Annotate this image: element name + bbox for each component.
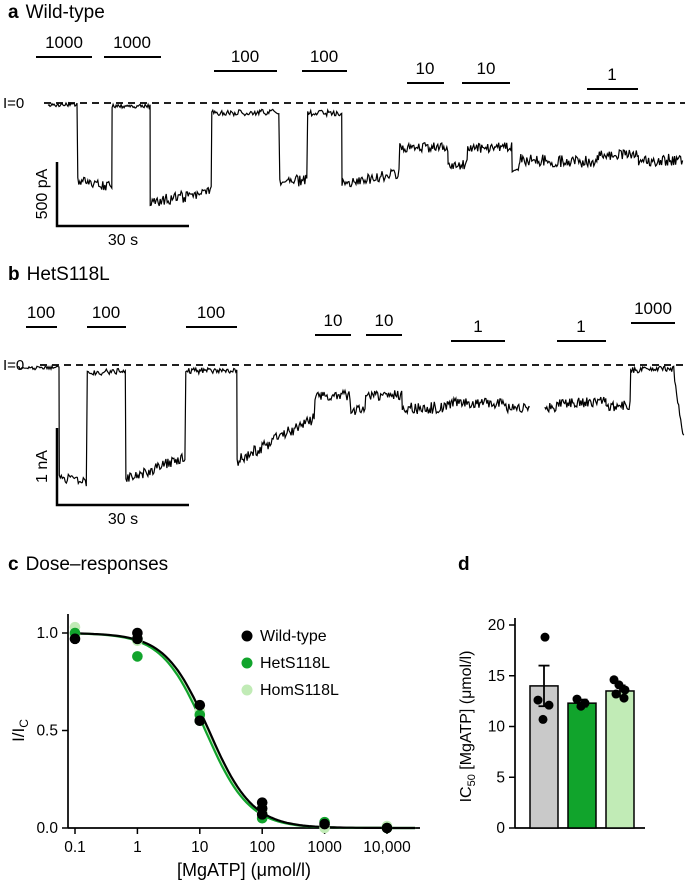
panel-a-title: a Wild-type	[8, 2, 105, 24]
y-axis-title: IC50 [MgATP] (μmol/l)	[458, 651, 478, 803]
concentration-label: 10	[477, 59, 496, 78]
concentration-label: 100	[27, 303, 55, 322]
data-point	[256, 809, 268, 820]
panel-a-name: Wild-type	[25, 2, 105, 23]
concentration-label: 100	[231, 47, 259, 66]
data-point	[132, 651, 143, 662]
panel-c-title: c Dose–responses	[8, 554, 168, 576]
bar-data-point	[544, 700, 554, 710]
bar-data-point	[576, 701, 586, 711]
panel-c-dose-response-chart: 0.1 1 10 100 1000 10,000 0.0 0.5 1.0 [MgATP] (μmo…	[9, 614, 420, 880]
current-trace	[47, 101, 684, 207]
scale-bar	[55, 162, 189, 228]
panel-b-title: b HetS118L	[8, 264, 110, 286]
panel-d-bar-chart: 0 5 10 15 20 IC50 [MgATP] (μmol/l)	[458, 617, 645, 837]
i0-label: I=0	[3, 95, 24, 112]
concentration-label: 10	[416, 59, 435, 78]
scale-x-label: 30 s	[108, 232, 138, 249]
concentration-label: 100	[197, 303, 225, 322]
current-trace	[17, 364, 685, 487]
y-tick-label: 1.0	[36, 625, 58, 642]
legend-marker	[241, 630, 253, 642]
concentration-label: 1	[473, 317, 482, 336]
bar-data-point	[611, 689, 621, 699]
y-axis-title: I/IC	[9, 719, 31, 742]
data-point	[381, 822, 393, 834]
concentration-label: 10	[375, 311, 394, 330]
bar	[605, 690, 635, 829]
bar	[567, 702, 597, 829]
panel-b-trace-chart: I=0 100 100 100 10 10 1 1 1000 1 nA 30 s	[3, 299, 685, 528]
scale-y-label: 500 pA	[34, 168, 51, 219]
panel-a-trace-chart: I=0 1000 1000 100 100 10 10 1 500 pA 30 s	[3, 33, 685, 249]
legend-label: HomS118L	[260, 682, 339, 699]
panel-b-name: HetS118L	[26, 264, 110, 285]
x-axis-title: [MgATP] (μmol/l)	[177, 860, 311, 880]
y-tick-label: 0	[496, 820, 505, 837]
y-tick-label: 0.5	[36, 723, 58, 740]
panel-b-letter: b	[8, 264, 20, 285]
concentration-label: 1000	[113, 33, 151, 52]
panel-c-name: Dose–responses	[25, 554, 169, 575]
legend-marker	[241, 684, 253, 696]
fit-curve	[74, 632, 416, 830]
y-tick-label: 20	[488, 617, 506, 634]
concentration-label: 10	[324, 311, 343, 330]
y-tick-label: 15	[488, 668, 505, 685]
scale-y-label: 1 nA	[34, 450, 51, 483]
x-tick-label: 0.1	[64, 839, 86, 856]
scale-x-label: 30 s	[108, 511, 138, 528]
x-tick-label: 1000	[307, 839, 342, 856]
bar-data-point	[540, 632, 550, 642]
bar-data-point	[614, 680, 624, 690]
bar-data-point	[538, 714, 548, 724]
y-tick-label: 10	[488, 719, 506, 736]
scale-bar	[55, 428, 189, 507]
data-point	[194, 715, 206, 727]
bar-data-point	[533, 695, 543, 705]
legend-label: HetS118L	[260, 655, 330, 672]
x-tick-label: 100	[249, 839, 275, 856]
concentration-label: 1	[576, 317, 585, 336]
concentration-label: 100	[92, 303, 120, 322]
concentration-label: 1000	[634, 299, 672, 318]
i0-label: I=0	[3, 357, 24, 374]
y-tick-label: 0.0	[36, 820, 58, 837]
bar-data-point	[572, 694, 582, 704]
panel-c-letter: c	[8, 554, 19, 575]
x-tick-label: 1	[133, 839, 142, 856]
data-point	[69, 633, 81, 645]
bar-data-point	[619, 693, 629, 703]
concentration-label: 1	[607, 65, 616, 84]
data-point	[194, 699, 206, 711]
panel-d-title: d	[458, 554, 477, 576]
bar-data-point	[620, 685, 630, 695]
legend-label: Wild-type	[260, 628, 327, 645]
panel-d-letter: d	[458, 554, 470, 575]
bar	[529, 685, 559, 829]
x-tick-label: 10,000	[363, 839, 411, 856]
x-tick-label: 10	[191, 839, 209, 856]
data-point	[132, 633, 143, 645]
panel-a-letter: a	[8, 2, 19, 23]
data-point	[319, 818, 330, 830]
concentration-label: 1000	[45, 33, 83, 52]
concentration-label: 100	[310, 47, 338, 66]
y-tick-label: 5	[496, 769, 505, 786]
legend-marker	[241, 657, 253, 669]
